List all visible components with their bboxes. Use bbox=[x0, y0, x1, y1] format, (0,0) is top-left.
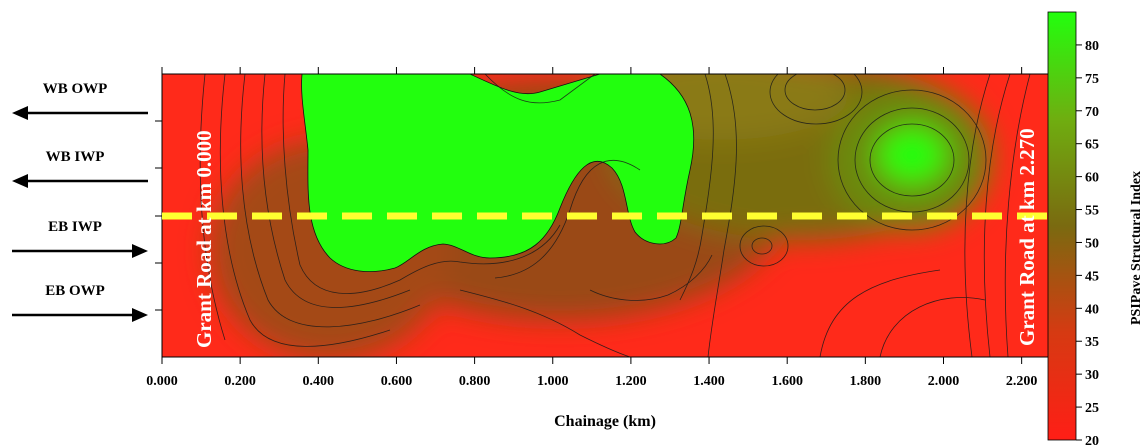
peak-region-right bbox=[878, 127, 946, 183]
colorbar-tick-label: 25 bbox=[1085, 401, 1099, 416]
y-axis bbox=[155, 120, 162, 311]
x-tick-label: 1.800 bbox=[850, 374, 882, 389]
lane-arrow-head bbox=[132, 308, 148, 322]
x-tick-label: 0.600 bbox=[381, 374, 413, 389]
lane-label: WB OWP bbox=[43, 81, 108, 97]
x-axis: 0.000 0.200 0.400 0.600 0.800 1.000 1.200 1.400… bbox=[146, 67, 1037, 389]
colorbar-tick-label: 45 bbox=[1085, 269, 1099, 284]
left-annotation: Grant Road at km 0.000 bbox=[192, 130, 216, 348]
colorbar-tick-label: 65 bbox=[1085, 138, 1099, 153]
colorbar-title: PSIPave Structural Index bbox=[1129, 171, 1144, 325]
x-tick-label: 0.000 bbox=[146, 374, 178, 389]
colorbar-tick-label: 35 bbox=[1085, 335, 1099, 350]
lane-label: WB IWP bbox=[46, 149, 105, 165]
colorbar-ticks: 80 75 70 65 60 55 50 45 40 35 30 25 20 bbox=[1076, 39, 1099, 445]
x-tick-label: 1.000 bbox=[537, 374, 569, 389]
right-annotation: Grant Road at km 2.270 bbox=[1015, 128, 1039, 346]
colorbar-tick-label: 80 bbox=[1085, 39, 1099, 54]
x-tick-label: 1.600 bbox=[771, 374, 803, 389]
colorbar-tick-label: 20 bbox=[1085, 434, 1099, 445]
lane-arrow-head bbox=[12, 106, 28, 120]
contour-lines bbox=[199, 74, 1031, 357]
x-tick-label: 2.000 bbox=[928, 374, 960, 389]
colorbar-tick-label: 50 bbox=[1085, 236, 1099, 251]
colorbar: 80 75 70 65 60 55 50 45 40 35 30 25 20 PSIPave Struc… bbox=[1047, 11, 1144, 445]
x-tick-label: 1.200 bbox=[615, 374, 647, 389]
colorbar-gradient bbox=[1047, 11, 1077, 441]
x-tick-label: 0.200 bbox=[224, 374, 256, 389]
green-zone bbox=[301, 74, 695, 273]
colorbar-tick-label: 40 bbox=[1085, 302, 1099, 317]
x-tick-label: 0.800 bbox=[459, 374, 491, 389]
lane-labels: WB OWP WB IWP EB IWP EB OWP bbox=[12, 81, 148, 322]
lane-label: EB OWP bbox=[45, 283, 105, 299]
colorbar-tick-label: 55 bbox=[1085, 204, 1099, 219]
colorbar-tick-label: 60 bbox=[1085, 171, 1099, 186]
lane-arrow-head bbox=[12, 174, 28, 188]
colorbar-tick-label: 70 bbox=[1085, 105, 1099, 120]
x-tick-label: 1.400 bbox=[693, 374, 725, 389]
colorbar-tick-label: 75 bbox=[1085, 72, 1099, 87]
x-tick-label: 0.400 bbox=[303, 374, 335, 389]
x-tick-label: 2.200 bbox=[1006, 374, 1038, 389]
x-axis-title: Chainage (km) bbox=[554, 413, 656, 430]
lane-arrow-head bbox=[132, 244, 148, 258]
lane-label: EB IWP bbox=[48, 219, 102, 235]
plot-area bbox=[161, 73, 1050, 358]
colorbar-tick-label: 30 bbox=[1085, 368, 1099, 383]
